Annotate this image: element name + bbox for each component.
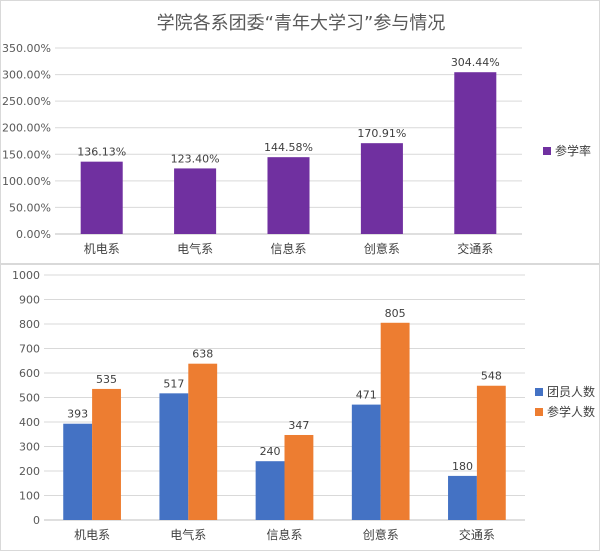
bar xyxy=(255,461,285,520)
x-tick-label: 信息系 xyxy=(266,527,302,542)
data-label: 517 xyxy=(163,377,184,390)
y-tick-label: 300 xyxy=(19,441,40,454)
bar xyxy=(63,423,93,520)
data-label: 170.91% xyxy=(357,127,406,140)
x-tick-label: 机电系 xyxy=(74,528,110,542)
x-tick-label: 机电系 xyxy=(84,242,120,256)
bar xyxy=(351,404,381,520)
chart-title: 学院各系团委“青年大学习”参与情况 xyxy=(157,13,446,34)
y-tick-label: 50.00% xyxy=(9,201,51,214)
data-label: 123.40% xyxy=(171,152,220,165)
bar xyxy=(174,168,217,234)
y-tick-label: 700 xyxy=(19,343,40,356)
legend-label: 团员人数 xyxy=(547,384,595,399)
data-label: 136.13% xyxy=(77,146,126,159)
y-tick-label: 200 xyxy=(19,465,40,478)
data-label: 347 xyxy=(288,419,309,432)
x-tick-label: 信息系 xyxy=(270,241,306,256)
x-tick-label: 交通系 xyxy=(457,241,493,256)
count-chart: 0 100 200 300 400 500 600 700 800 900 1000 机电系 393 53… xyxy=(12,269,595,542)
data-label: 240 xyxy=(260,445,281,458)
y-tick-label: 250.00% xyxy=(2,95,51,108)
y-tick-label: 900 xyxy=(19,294,40,307)
y-tick-label: 100.00% xyxy=(2,175,51,188)
bar xyxy=(159,393,189,520)
data-label: 471 xyxy=(356,389,377,402)
y-tick-label: 600 xyxy=(19,367,40,380)
bar xyxy=(380,322,410,520)
data-label: 144.58% xyxy=(264,141,313,154)
y-tick-label: 350.00% xyxy=(2,42,51,55)
x-tick-label: 电气系 xyxy=(177,241,213,256)
bar xyxy=(188,363,218,520)
x-tick-label: 创意系 xyxy=(364,241,400,256)
data-label: 548 xyxy=(481,370,502,383)
data-label: 805 xyxy=(385,307,406,320)
legend-swatch xyxy=(543,147,551,155)
y-tick-label: 1000 xyxy=(12,269,40,282)
x-tick-label: 交通系 xyxy=(459,527,495,542)
y-tick-label: 200.00% xyxy=(2,122,51,135)
y-tick-label: 300.00% xyxy=(2,69,51,82)
data-label: 393 xyxy=(67,408,88,421)
rate-chart: 学院各系团委“青年大学习”参与情况 0.00% 50.00% 100.00% 150.0… xyxy=(2,13,591,256)
bar xyxy=(92,388,121,520)
legend-label: 参学率 xyxy=(555,143,591,158)
data-label: 180 xyxy=(452,460,473,473)
bar xyxy=(284,434,314,520)
rate-chart-panel: 学院各系团委“青年大学习”参与情况 0.00% 50.00% 100.00% 150.0… xyxy=(0,0,600,264)
y-tick-label: 0.00% xyxy=(16,228,51,241)
y-tick-label: 100 xyxy=(19,490,40,503)
legend-swatch xyxy=(535,388,543,396)
bar xyxy=(80,161,123,234)
bar xyxy=(448,475,477,520)
data-label: 304.44% xyxy=(451,56,500,69)
bar xyxy=(360,143,403,234)
x-tick-label: 创意系 xyxy=(363,527,399,542)
y-tick-label: 500 xyxy=(19,392,40,405)
bar xyxy=(454,72,497,234)
bar xyxy=(267,157,310,234)
legend-label: 参学人数 xyxy=(547,404,595,419)
data-label: 535 xyxy=(96,373,117,386)
count-chart-panel: 0 100 200 300 400 500 600 700 800 900 1000 机电系 393 53… xyxy=(0,264,600,551)
legend-swatch xyxy=(535,408,543,416)
y-tick-label: 400 xyxy=(19,416,40,429)
data-label: 638 xyxy=(192,348,213,361)
x-tick-label: 电气系 xyxy=(170,527,206,542)
bar xyxy=(476,385,506,520)
y-tick-label: 0 xyxy=(33,514,40,527)
y-tick-label: 150.00% xyxy=(2,148,51,161)
y-tick-label: 800 xyxy=(19,318,40,331)
